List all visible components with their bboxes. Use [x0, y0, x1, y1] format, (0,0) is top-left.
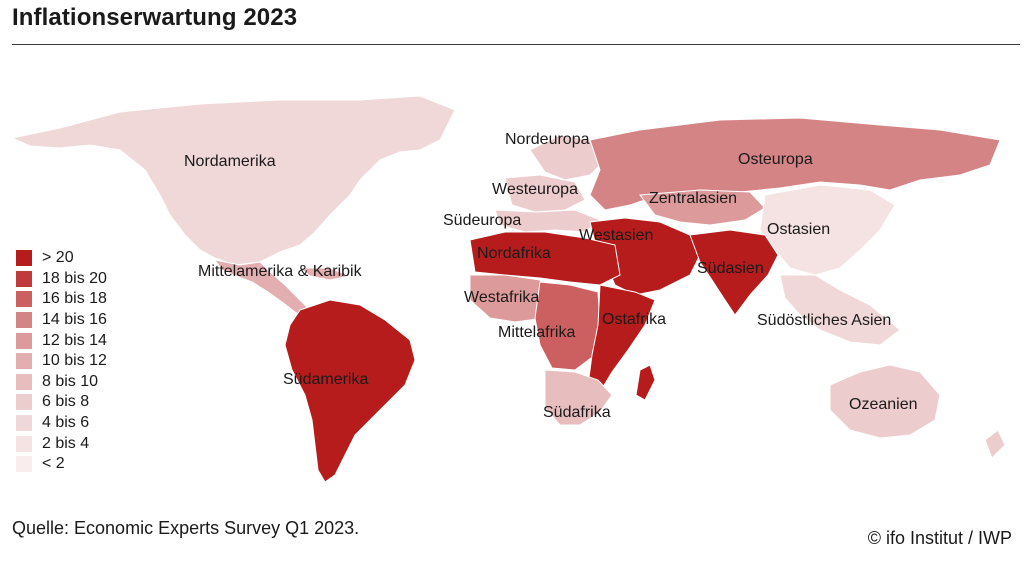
source-note: Quelle: Economic Experts Survey Q1 2023. [12, 518, 360, 538]
legend-item: 18 bis 20 [16, 269, 196, 290]
legend-swatch [16, 270, 32, 287]
legend-item: 10 bis 12 [16, 351, 196, 372]
legend-swatch [16, 291, 32, 308]
region-shape-nordamerika [10, 95, 456, 266]
region-shape-mittelafrika [534, 281, 601, 371]
region-shape-suedeuropa [494, 209, 601, 233]
region-shape-suedafrika [544, 369, 613, 426]
legend-swatch [16, 373, 32, 390]
legend-label: 14 bis 16 [42, 311, 107, 329]
legend-swatch [16, 353, 32, 370]
region-label-mittelafrika: Mittelafrika [498, 324, 575, 341]
region-shape-suedasien [689, 229, 779, 316]
legend-label: 16 bis 18 [42, 290, 107, 308]
legend-swatch [16, 435, 32, 452]
legend-swatch [16, 332, 32, 349]
region-label-westeuropa: Westeuropa [492, 181, 578, 198]
region-label-ostafrika: Ostafrika [602, 311, 666, 328]
legend-swatch [16, 250, 32, 267]
region-label-suedasien: Südasien [697, 260, 764, 277]
region-label-westafrika: Westafrika [464, 289, 539, 306]
region-label-ozeanien: Ozeanien [849, 396, 918, 413]
region-shape-osteuropa [589, 117, 1001, 211]
region-label-nordafrika: Nordafrika [477, 245, 551, 262]
legend-label: 6 bis 8 [42, 393, 90, 411]
legend-item: 14 bis 16 [16, 310, 196, 331]
legend-label: 8 bis 10 [42, 372, 99, 390]
chart-title: Inflationserwartung 2023 [12, 4, 298, 31]
legend-label: 18 bis 20 [42, 269, 107, 287]
credit-note: © ifo Institut / IWP [867, 528, 1012, 548]
region-shape-suedamerika [284, 299, 416, 483]
legend-item: 6 bis 8 [16, 392, 196, 413]
legend-item: 16 bis 18 [16, 289, 196, 310]
legend-label: > 20 [42, 249, 74, 267]
legend-item: 2 bis 4 [16, 433, 196, 454]
legend-label: < 2 [42, 455, 65, 473]
region-shape-suedoestliches-asien [779, 274, 901, 346]
region-shape-ostafrika [587, 284, 656, 401]
legend-item: 8 bis 10 [16, 372, 196, 393]
region-label-nordamerika: Nordamerika [184, 153, 276, 170]
legend-item: 4 bis 6 [16, 413, 196, 434]
title-divider [12, 44, 1020, 45]
region-label-nordeuropa: Nordeuropa [505, 131, 590, 148]
region-label-suedamerika: Südamerika [283, 371, 368, 388]
region-shape-westeuropa [504, 174, 586, 213]
legend-label: 2 bis 4 [42, 434, 90, 452]
legend-label: 4 bis 6 [42, 414, 90, 432]
region-label-zentralasien: Zentralasien [649, 190, 737, 207]
region-label-ostasien: Ostasien [767, 221, 830, 238]
region-shape-nordeuropa [529, 134, 606, 181]
region-label-suedafrika: Südafrika [543, 404, 611, 421]
legend-label: 12 bis 14 [42, 331, 107, 349]
color-legend: > 20 18 bis 20 16 bis 18 14 bis 16 12 bi… [16, 248, 196, 475]
region-label-westasien: Westasien [579, 227, 653, 244]
legend-item: 12 bis 14 [16, 330, 196, 351]
region-label-suedeuropa: Südeuropa [443, 212, 521, 229]
legend-item: > 20 [16, 248, 196, 269]
region-label-suedoestliches-asien: Südöstliches Asien [757, 312, 891, 329]
region-label-osteuropa: Osteuropa [738, 151, 813, 168]
legend-swatch [16, 394, 32, 411]
legend-swatch [16, 415, 32, 432]
legend-label: 10 bis 12 [42, 352, 107, 370]
region-shape-ozeanien [829, 364, 1006, 459]
region-shape-zentralasien [639, 189, 766, 226]
legend-swatch [16, 456, 32, 473]
region-label-mittelamerika: Mittelamerika & Karibik [198, 263, 363, 280]
legend-item: < 2 [16, 454, 196, 475]
legend-swatch [16, 312, 32, 329]
